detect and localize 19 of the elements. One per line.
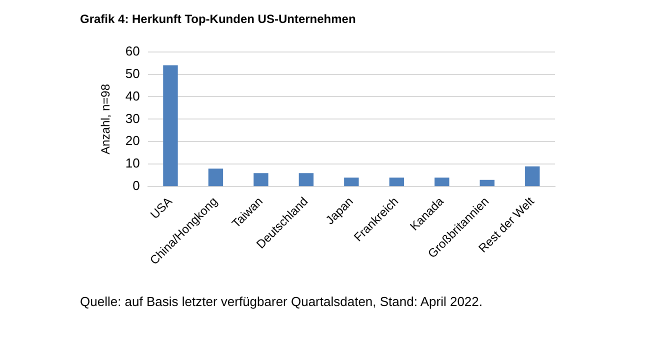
y-tick-label: 40 <box>125 88 140 104</box>
bar <box>254 173 268 186</box>
bar <box>480 180 494 186</box>
y-tick-label: 50 <box>125 66 140 81</box>
bar <box>389 178 404 186</box>
y-tick-label: 10 <box>125 156 140 171</box>
y-tick-label: 20 <box>125 133 140 148</box>
source-note: Quelle: auf Basis letzter verfügbarer Quartalsdaten, Stand: April 2022. <box>80 293 484 311</box>
bar <box>163 65 178 186</box>
bar <box>298 173 314 186</box>
y-axis-title: Anzahl, n=98 <box>98 84 113 154</box>
bar <box>344 178 359 186</box>
bar <box>208 168 224 186</box>
y-tick-label: 0 <box>132 178 140 194</box>
bar <box>434 178 450 186</box>
y-tick-label: 60 <box>125 43 140 58</box>
chart-title: Grafik 4: Herkunft Top-Kunden US-Unternehmen <box>80 12 356 26</box>
bar <box>525 166 540 186</box>
y-tick-label: 30 <box>125 110 140 126</box>
